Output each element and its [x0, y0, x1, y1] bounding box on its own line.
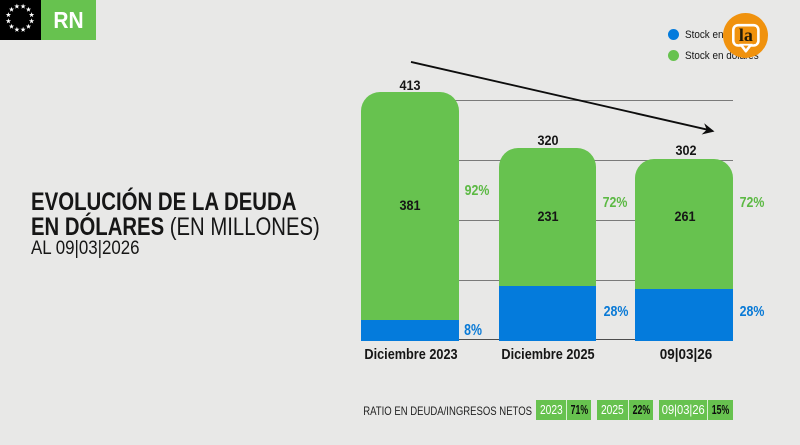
svg-text:la: la — [739, 25, 753, 45]
